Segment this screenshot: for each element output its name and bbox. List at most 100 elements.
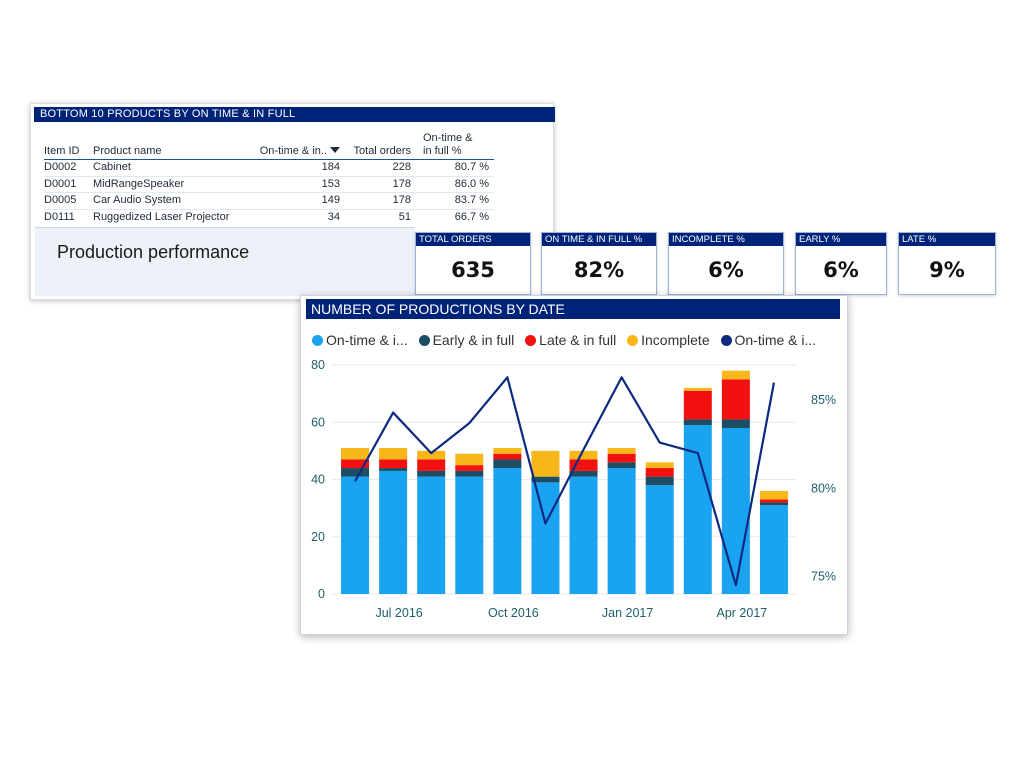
bar-ontime[interactable] [607, 468, 636, 594]
x-tick-label: Jul 2016 [375, 606, 422, 620]
legend-item-ontime-pct[interactable]: On-time & i... [720, 332, 816, 348]
bar-late[interactable] [683, 390, 712, 420]
bar-early[interactable] [683, 419, 712, 426]
col-item-id[interactable]: Item ID [44, 145, 80, 157]
bar-late[interactable] [721, 379, 750, 420]
bar-ontime[interactable] [341, 476, 370, 594]
kpi-late[interactable]: LATE % 9% [898, 232, 996, 295]
bar-ontime[interactable] [493, 468, 522, 594]
legend-item-incomplete[interactable]: Incomplete [627, 332, 710, 348]
line-ontime-pct [354, 376, 776, 587]
production-performance-band: Production performance [35, 227, 415, 296]
bar-early[interactable] [493, 459, 522, 469]
legend-label: Incomplete [641, 332, 710, 348]
table-row[interactable]: D0005 Car Audio System 149 178 83.7 % [44, 193, 494, 210]
bar-incomplete[interactable] [493, 448, 522, 454]
bar-incomplete[interactable] [379, 448, 408, 460]
legend-item-early[interactable]: Early & in full [418, 332, 515, 348]
bar-late[interactable] [493, 453, 522, 460]
kpi-label: TOTAL ORDERS [416, 233, 530, 246]
col-product-name[interactable]: Product name [93, 145, 162, 157]
bar-early[interactable] [569, 470, 598, 477]
bar-late[interactable] [569, 459, 598, 471]
cell-item-id: D0005 [44, 194, 77, 207]
bar-ontime[interactable] [645, 485, 674, 594]
legend-item-late[interactable]: Late & in full [525, 332, 616, 348]
productions-chart-panel: 0 20 40 60 80 75% 80% 85% Jul 2016 Oct 2016 Jan 20… [300, 295, 848, 635]
kpi-early[interactable]: EARLY % 6% [795, 232, 887, 295]
bar-early[interactable] [379, 468, 408, 471]
cell-on-time-pct: 86.0 % [454, 177, 489, 190]
bar-incomplete[interactable] [455, 453, 484, 466]
legend-label: Early & in full [432, 332, 515, 348]
legend-item-ontime[interactable]: On-time & i... [312, 332, 408, 348]
cell-on-time: 153 [321, 177, 340, 190]
kpi-label: INCOMPLETE % [669, 233, 783, 246]
bar-incomplete[interactable] [607, 448, 636, 454]
legend-dot-ontime [312, 335, 323, 346]
bar-late[interactable] [645, 468, 674, 477]
kpi-on-time-in-full[interactable]: ON TIME & IN FULL % 82% [541, 232, 657, 295]
cell-item-id: D0111 [44, 210, 75, 223]
bar-ontime[interactable] [721, 427, 750, 594]
bar-late[interactable] [455, 465, 484, 471]
bar-early[interactable] [759, 502, 788, 506]
bar-late[interactable] [607, 453, 636, 463]
col-total-orders[interactable]: Total orders [353, 145, 411, 157]
bar-early[interactable] [417, 470, 446, 477]
bar-incomplete[interactable] [683, 387, 712, 391]
bar-ontime[interactable] [379, 470, 408, 594]
legend-dot-ontime-pct [720, 335, 732, 346]
x-tick-label: Apr 2017 [717, 606, 768, 620]
bar-early[interactable] [607, 462, 636, 469]
bar-incomplete[interactable] [531, 450, 560, 477]
y2-tick-label: 85% [811, 393, 836, 407]
bar-late[interactable] [341, 459, 370, 469]
kpi-value: 82% [573, 258, 625, 282]
kpi-total-orders[interactable]: TOTAL ORDERS 635 [415, 232, 531, 295]
bar-ontime[interactable] [759, 505, 788, 594]
bar-incomplete[interactable] [417, 450, 446, 460]
y-tick-label: 20 [311, 530, 325, 544]
table-row[interactable]: D0111 Ruggedized Laser Projector 34 51 6… [44, 210, 494, 226]
cell-total-orders: 51 [398, 210, 411, 223]
cell-on-time-pct: 83.7 % [454, 194, 489, 207]
kpi-value: 6% [823, 258, 859, 282]
cell-product-name: Car Audio System [93, 194, 182, 207]
bar-early[interactable] [455, 470, 484, 477]
bar-late[interactable] [379, 459, 408, 469]
bar-early[interactable] [531, 476, 560, 483]
y-tick-label: 0 [318, 587, 325, 601]
bar-early[interactable] [341, 468, 370, 477]
table-row[interactable]: D0002 Cabinet 184 228 80.7 % [44, 160, 494, 177]
col-on-time-pct-line2: in full % [423, 145, 462, 157]
bar-incomplete[interactable] [341, 448, 370, 460]
bar-incomplete[interactable] [645, 462, 674, 469]
kpi-value: 6% [708, 258, 744, 282]
bar-incomplete[interactable] [569, 450, 598, 460]
col-on-time-pct[interactable]: On-time & in full % [423, 132, 490, 158]
bar-ontime[interactable] [455, 476, 484, 594]
productions-chart[interactable]: 0 20 40 60 80 75% 80% 85% Jul 2016 Oct 2016 Jan 20… [301, 296, 847, 634]
bar-late[interactable] [759, 499, 788, 503]
bar-late[interactable] [417, 459, 446, 471]
bar-incomplete[interactable] [721, 370, 750, 380]
x-tick-label: Oct 2016 [488, 606, 539, 620]
bar-incomplete[interactable] [759, 490, 788, 500]
cell-on-time-pct: 80.7 % [454, 161, 489, 173]
col-on-time-label: On-time & in.. [259, 145, 327, 157]
table-title: BOTTOM 10 PRODUCTS BY ON TIME & IN FULL [34, 107, 555, 122]
bar-ontime[interactable] [531, 482, 560, 594]
table-row[interactable]: D0001 MidRangeSpeaker 153 178 86.0 % [44, 177, 494, 194]
kpi-incomplete[interactable]: INCOMPLETE % 6% [668, 232, 784, 295]
sort-desc-icon[interactable] [330, 147, 340, 153]
cell-on-time-pct: 66.7 % [454, 210, 489, 223]
col-on-time[interactable]: On-time & in.. [244, 145, 340, 158]
y-tick-label: 80 [311, 358, 325, 372]
bar-early[interactable] [721, 419, 750, 428]
bar-ontime[interactable] [569, 476, 598, 594]
y2-tick-label: 75% [811, 569, 836, 583]
legend-dot-late [525, 335, 537, 346]
bar-ontime[interactable] [417, 476, 446, 594]
bar-early[interactable] [645, 476, 674, 486]
